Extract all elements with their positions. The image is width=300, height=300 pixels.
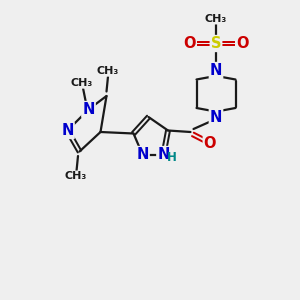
Text: O: O	[236, 36, 249, 51]
Text: N: N	[136, 147, 149, 162]
Text: CH₃: CH₃	[97, 66, 119, 76]
Text: CH₃: CH₃	[205, 14, 227, 24]
Text: CH₃: CH₃	[71, 78, 93, 88]
Text: O: O	[183, 36, 196, 51]
Text: N: N	[82, 102, 95, 117]
Text: N: N	[210, 63, 222, 78]
Text: H: H	[167, 151, 177, 164]
Text: S: S	[211, 36, 221, 51]
Text: N: N	[210, 110, 222, 124]
Text: O: O	[204, 136, 216, 152]
Text: N: N	[157, 147, 170, 162]
Text: N: N	[61, 123, 74, 138]
Text: CH₃: CH₃	[65, 171, 87, 181]
